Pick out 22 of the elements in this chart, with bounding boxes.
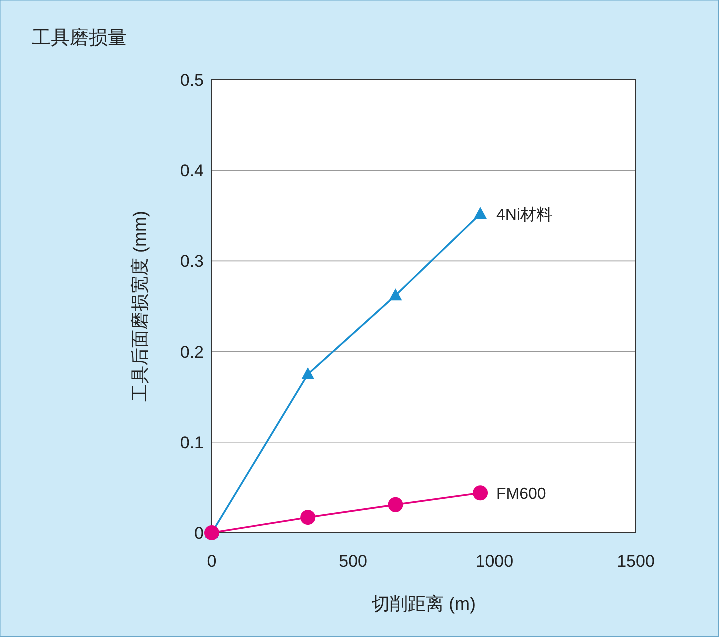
y-tick-label: 0.5 bbox=[180, 71, 204, 90]
y-tick-label: 0.2 bbox=[180, 342, 204, 362]
x-tick-label: 500 bbox=[339, 552, 368, 571]
series-label: 4Ni材料 bbox=[496, 206, 553, 224]
point bbox=[474, 207, 488, 220]
series-label: FM600 bbox=[496, 486, 546, 504]
x-tick-label: 1500 bbox=[617, 552, 655, 571]
y-axis-title: 工具后面磨损宽度 (mm) bbox=[130, 211, 150, 402]
point bbox=[300, 510, 316, 526]
y-tick-label: 0 bbox=[194, 524, 204, 543]
x-axis-title: 切削距离 (m) bbox=[372, 594, 476, 614]
x-tick-label: 1000 bbox=[476, 552, 514, 571]
point bbox=[302, 367, 315, 380]
point bbox=[388, 497, 404, 512]
x-tick-label: 0 bbox=[207, 552, 217, 571]
y-tick-label: 0.3 bbox=[180, 252, 204, 272]
y-tick-label: 0.4 bbox=[180, 162, 204, 181]
y-tick-label: 0.1 bbox=[180, 433, 204, 452]
point bbox=[473, 486, 488, 501]
point bbox=[204, 526, 220, 540]
point bbox=[389, 288, 402, 301]
chart-title: 工具磨损量 bbox=[32, 27, 127, 49]
